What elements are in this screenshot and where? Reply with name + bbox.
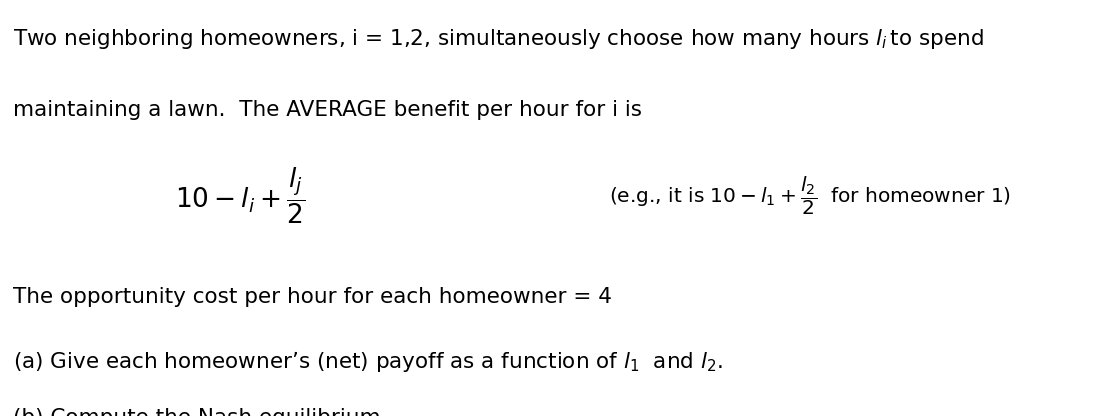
Text: The opportunity cost per hour for each homeowner = 4: The opportunity cost per hour for each h… [13, 287, 613, 307]
Text: (b) Compute the Nash equilibrium.: (b) Compute the Nash equilibrium. [13, 408, 388, 416]
Text: (a) Give each homeowner’s (net) payoff as a function of $l_1$  and $l_2$.: (a) Give each homeowner’s (net) payoff a… [13, 349, 723, 374]
Text: Two neighboring homeowners, i = 1,2, simultaneously choose how many hours $\math: Two neighboring homeowners, i = 1,2, sim… [13, 27, 984, 51]
Text: $10-l_i+\dfrac{l_j}{2}$: $10-l_i+\dfrac{l_j}{2}$ [176, 165, 305, 226]
Text: maintaining a lawn.  The AVERAGE benefit per hour for i is: maintaining a lawn. The AVERAGE benefit … [13, 100, 643, 120]
Text: (e.g., it is $10-l_1+\dfrac{l_2}{2}$  for homeowner 1): (e.g., it is $10-l_1+\dfrac{l_2}{2}$ for… [609, 174, 1012, 217]
